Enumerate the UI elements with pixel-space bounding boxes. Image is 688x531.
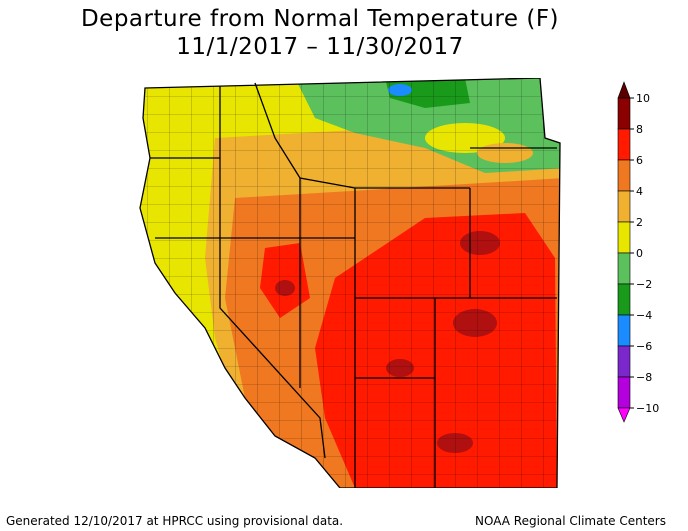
legend-tick-label: 0: [636, 247, 643, 260]
legend-band: [617, 345, 631, 378]
legend-tick-label: 8: [636, 123, 643, 136]
legend-band: [617, 314, 631, 347]
legend-tick-label: −10: [636, 402, 659, 415]
color-scale-legend: 10 8 6 4 2 0 −2 −4 −6 −8 −10: [617, 81, 659, 423]
legend-band: [617, 221, 631, 254]
legend-band: [617, 128, 631, 161]
legend-tick-label: −6: [636, 340, 652, 353]
legend-band: [617, 252, 631, 285]
legend-tick-label: −2: [636, 278, 652, 291]
temperature-departure-map: [139, 78, 561, 488]
legend-band: [617, 283, 631, 316]
legend-arrow-high: [617, 81, 631, 99]
map-title-line1: Departure from Normal Temperature (F): [80, 6, 560, 32]
legend-tick-label: 4: [636, 185, 643, 198]
legend-band: [617, 97, 631, 130]
legend-tick-label: −8: [636, 371, 652, 384]
legend-band: [617, 376, 631, 409]
legend-band: [617, 159, 631, 192]
legend-tick-label: 2: [636, 216, 643, 229]
legend-tick-label: −4: [636, 309, 652, 322]
legend-band: [617, 190, 631, 223]
generation-note: Generated 12/10/2017 at HPRCC using prov…: [6, 514, 344, 528]
legend-tick-label: 10: [636, 92, 650, 105]
legend-arrow-low: [617, 407, 631, 423]
map-title-line2: 11/1/2017 – 11/30/2017: [176, 34, 464, 60]
legend-tick-label: 6: [636, 154, 643, 167]
noaa-credit: NOAA Regional Climate Centers: [475, 514, 666, 528]
